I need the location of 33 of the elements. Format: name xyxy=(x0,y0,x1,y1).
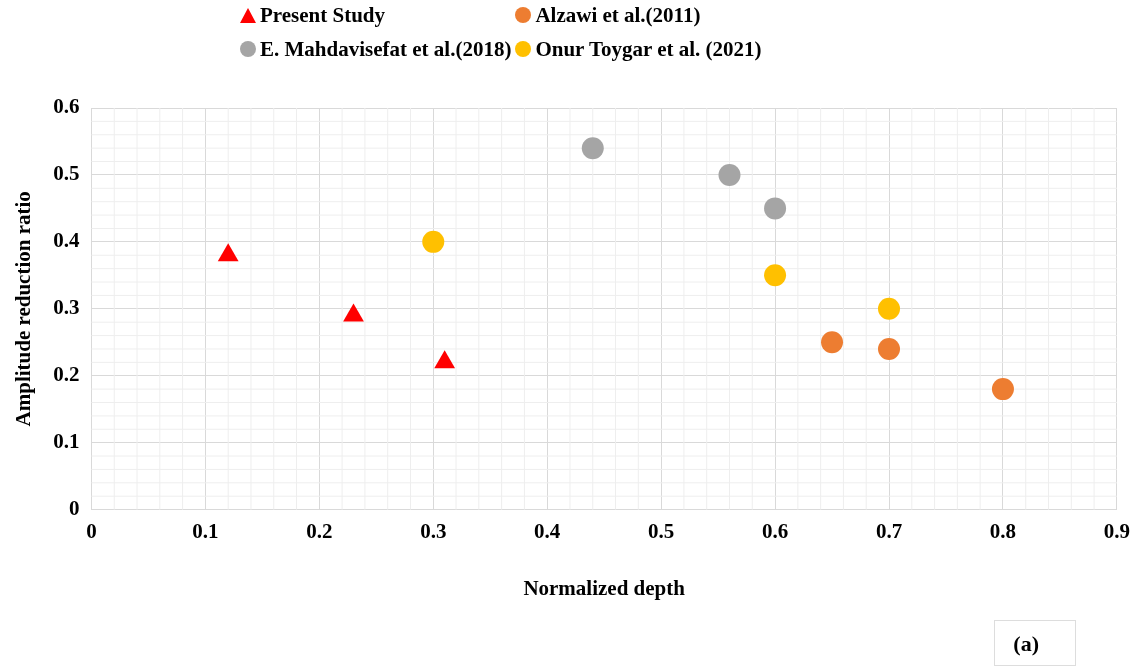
x-tick-label: 0.5 xyxy=(648,518,675,543)
point xyxy=(764,264,787,287)
y-tick-label: 0.6 xyxy=(53,94,80,119)
point xyxy=(581,137,604,160)
x-tick-label: 0.6 xyxy=(761,518,789,543)
point xyxy=(991,378,1014,401)
x-axis-title: Normalized depth xyxy=(523,575,686,600)
y-tick-label: 0.4 xyxy=(53,228,80,253)
point xyxy=(878,297,900,320)
x-tick-label: 0.1 xyxy=(192,518,219,543)
legend-label: Alzawi et al.(2011) xyxy=(535,2,701,28)
x-tick-label: 0.4 xyxy=(534,518,561,543)
y-tick-label: 0.5 xyxy=(53,161,80,186)
x-tick-label: 0.2 xyxy=(306,518,333,543)
x-tick-label: 0.9 xyxy=(1103,518,1130,543)
y-tick-label: 0.1 xyxy=(53,429,80,454)
x-tick-label: 0.3 xyxy=(420,518,447,543)
y-axis-title: Amplitude reduction ratio xyxy=(11,191,36,427)
y-tick-label: 0.3 xyxy=(53,295,80,320)
x-tick-label: 0.7 xyxy=(875,518,903,543)
y-tick-label: 0 xyxy=(68,496,80,521)
text: (a) xyxy=(994,620,1076,666)
legend-label: Present Study xyxy=(260,2,386,28)
legend-label: Onur Toygar et al. (2021) xyxy=(535,36,762,62)
x-tick-label: 0 xyxy=(86,518,97,543)
point xyxy=(718,163,741,186)
x-tick-label: 0.8 xyxy=(989,518,1017,543)
legend-label: E. Mahdavisefat et al.(2018) xyxy=(260,36,512,62)
point xyxy=(764,197,787,220)
y-tick-label: 0.2 xyxy=(53,362,80,387)
point xyxy=(422,230,445,253)
point xyxy=(821,331,844,354)
point xyxy=(878,337,900,360)
